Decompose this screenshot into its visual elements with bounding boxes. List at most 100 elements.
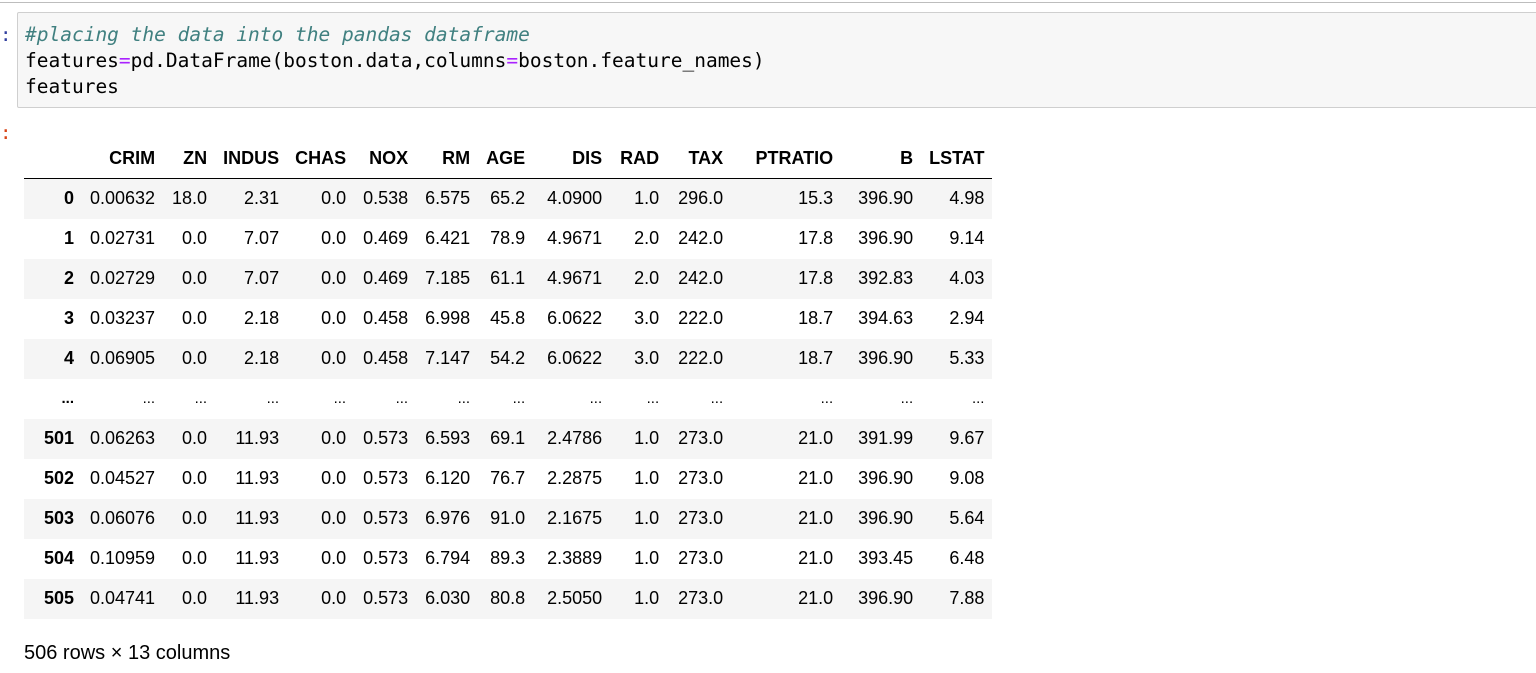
table-cell: 9.08 (949, 468, 985, 488)
table-cell: 0.0 (182, 228, 208, 248)
column-header: DIS (572, 147, 603, 168)
table-cell: 222.0 (678, 348, 724, 368)
table-cell: 0.0 (321, 228, 347, 248)
table-cell: 0.02729 (90, 268, 156, 288)
table-cell: 15.3 (798, 188, 834, 209)
row-index: 504 (43, 548, 74, 568)
table-cell: 78.9 (490, 228, 526, 248)
table-cell: ... (266, 390, 280, 407)
table-cell: 2.4786 (547, 428, 603, 448)
table-cell: 0.0 (321, 508, 347, 528)
table-row: ........................................… (24, 379, 992, 419)
table-cell: 0.0 (182, 508, 208, 528)
table-row: 0 0.00632 18.0 2.31 0.0 0.538 6.575 65.2 4.0900 1… (24, 178, 993, 219)
table-cell: 21.0 (798, 468, 834, 488)
table-cell: 396.90 (858, 188, 914, 209)
table-cell: 6.120 (425, 468, 471, 488)
table-cell: 392.83 (858, 268, 914, 288)
table-cell: 4.03 (949, 268, 985, 288)
table-cell: 0.573 (363, 428, 409, 448)
dataframe-body: 0 0.00632 18.0 2.31 0.0 0.538 6.575 65.2 4.0900 1… (24, 178, 993, 619)
table-cell: 0.0 (321, 588, 347, 608)
table-cell: 7.185 (425, 268, 471, 288)
table-cell: 0.03237 (90, 308, 156, 328)
row-index: 2 (63, 268, 74, 288)
table-cell: 0.0 (321, 188, 347, 209)
table-cell: ... (589, 390, 603, 407)
table-cell: 1.0 (634, 428, 660, 448)
table-cell: 69.1 (490, 428, 526, 448)
table-cell: ... (333, 390, 347, 407)
table-cell: 242.0 (678, 228, 724, 248)
table-cell: 6.794 (425, 548, 471, 568)
table-cell: ... (971, 390, 985, 407)
table-cell: 2.3889 (547, 548, 603, 568)
dataframe-header-row: CRIM ZN INDUS CHAS NOX RM AGE DIS RAD TAX PTRATIO B… (24, 138, 993, 179)
table-cell: 393.45 (858, 548, 914, 568)
table-cell: 273.0 (678, 428, 724, 448)
table-cell: 61.1 (490, 268, 526, 288)
table-cell: 0.0 (182, 428, 208, 448)
output-prompt: : (0, 122, 12, 144)
table-row: 2 0.02729 0.0 7.07 0.0 0.469 7.185 61.1 4.9671 2.… (24, 258, 993, 299)
table-cell: 0.469 (363, 228, 409, 248)
table-cell: 222.0 (678, 308, 724, 328)
table-cell: 3.0 (634, 348, 660, 368)
table-cell: 0.02731 (90, 228, 156, 248)
column-header: CRIM (109, 147, 156, 168)
table-cell: 4.9671 (547, 268, 603, 288)
table-cell: 0.10959 (90, 548, 156, 568)
table-cell: 0.0 (182, 308, 208, 328)
table-cell: 0.0 (182, 268, 208, 288)
table-cell: 17.8 (798, 268, 834, 288)
table-cell: 6.421 (425, 228, 471, 248)
column-header: B (900, 147, 914, 168)
row-index: 1 (63, 228, 74, 248)
index-header (24, 138, 82, 179)
code-operator: = (118, 49, 131, 72)
table-cell: 0.04527 (90, 468, 156, 488)
table-cell: ... (710, 390, 724, 407)
table-cell: 2.5050 (547, 588, 603, 608)
table-cell: 396.90 (858, 228, 914, 248)
table-cell: 273.0 (678, 588, 724, 608)
table-cell: 2.31 (244, 188, 280, 209)
table-cell: 6.0622 (547, 308, 603, 328)
table-cell: 9.14 (949, 228, 985, 248)
table-cell: 0.0 (182, 588, 208, 608)
row-index: 503 (43, 508, 74, 528)
table-cell: 21.0 (798, 548, 834, 568)
table-cell: 2.0 (634, 268, 660, 288)
code-token: boston.feature_names) (518, 49, 765, 72)
row-index: 3 (63, 308, 74, 328)
table-cell: 0.573 (363, 588, 409, 608)
table-cell: 11.93 (235, 508, 280, 528)
table-cell: 6.0622 (547, 348, 603, 368)
row-index: ... (61, 390, 74, 407)
table-cell: 0.573 (363, 468, 409, 488)
table-cell: ... (646, 390, 660, 407)
row-index: 505 (43, 588, 74, 608)
table-cell: 4.9671 (547, 228, 603, 248)
table-cell: 273.0 (678, 468, 724, 488)
table-cell: ... (142, 390, 156, 407)
row-index: 501 (43, 428, 74, 448)
table-cell: 0.0 (321, 308, 347, 328)
table-cell: 21.0 (798, 428, 834, 448)
table-cell: 0.0 (321, 548, 347, 568)
table-row: 1 0.02731 0.0 7.07 0.0 0.469 6.421 78.9 4.9671 2.… (24, 219, 992, 259)
table-cell: 89.3 (490, 548, 526, 568)
table-cell: 11.93 (235, 468, 280, 488)
table-cell: 2.18 (244, 308, 280, 328)
table-cell: 0.06076 (90, 508, 156, 528)
code-comment-line: #placing the data into the pandas datafr… (25, 23, 530, 46)
table-cell: 0.06905 (90, 348, 156, 368)
table-cell: 0.573 (363, 548, 409, 568)
table-cell: 0.04741 (90, 588, 156, 608)
table-cell: ... (820, 390, 834, 407)
column-header: NOX (369, 147, 409, 168)
column-header: PTRATIO (755, 147, 834, 168)
table-row: 3 0.03237 0.0 2.18 0.0 0.458 6.998 45.8 6.0622 3.… (24, 299, 992, 339)
code-line-assignment: features=pd.DataFrame(boston.data,column… (25, 48, 765, 74)
code-cell-editor[interactable]: #placing the data into the pandas datafr… (17, 12, 1536, 108)
